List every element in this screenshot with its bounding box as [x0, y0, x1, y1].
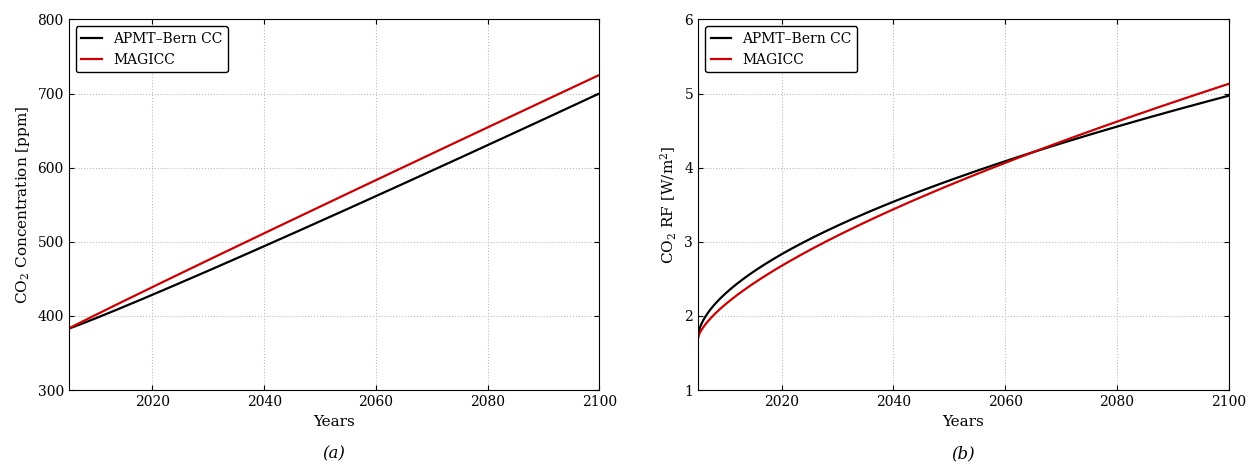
X-axis label: Years: Years	[312, 415, 355, 428]
Legend: APMT–Bern CC, MAGICC: APMT–Bern CC, MAGICC	[76, 26, 228, 72]
MAGICC	[592, 72, 607, 78]
APMT–Bern CC	[578, 97, 593, 102]
APMT–Bern CC	[942, 178, 958, 183]
Text: (b): (b)	[951, 446, 975, 463]
APMT–Bern CC	[1125, 119, 1140, 125]
Y-axis label: CO$_2$ RF [W/m$^2$]: CO$_2$ RF [W/m$^2$]	[659, 146, 679, 264]
APMT–Bern CC	[62, 326, 77, 331]
APMT–Bern CC	[1007, 156, 1022, 161]
APMT–Bern CC	[316, 217, 331, 222]
MAGICC	[1125, 113, 1140, 119]
APMT–Bern CC	[978, 165, 993, 171]
Line: APMT–Bern CC: APMT–Bern CC	[69, 94, 600, 328]
APMT–Bern CC	[312, 218, 328, 224]
APMT–Bern CC	[1208, 96, 1223, 102]
MAGICC	[316, 202, 331, 208]
Line: MAGICC: MAGICC	[69, 75, 600, 328]
APMT–Bern CC	[496, 135, 512, 141]
Legend: APMT–Bern CC, MAGICC: APMT–Bern CC, MAGICC	[704, 26, 857, 72]
APMT–Bern CC	[945, 176, 960, 182]
MAGICC	[377, 173, 392, 179]
APMT–Bern CC	[1221, 93, 1236, 99]
MAGICC	[1007, 157, 1022, 162]
APMT–Bern CC	[592, 91, 607, 97]
APMT–Bern CC	[690, 334, 706, 339]
X-axis label: Years: Years	[942, 415, 984, 428]
APMT–Bern CC	[348, 202, 363, 208]
MAGICC	[496, 117, 512, 123]
MAGICC	[578, 78, 593, 84]
MAGICC	[942, 182, 958, 188]
Line: MAGICC: MAGICC	[698, 84, 1228, 338]
Text: (a): (a)	[323, 446, 345, 463]
Y-axis label: CO$_2$ Concentration [ppm]: CO$_2$ Concentration [ppm]	[14, 106, 32, 304]
MAGICC	[945, 181, 960, 187]
Line: APMT–Bern CC: APMT–Bern CC	[698, 96, 1228, 337]
MAGICC	[312, 203, 328, 209]
MAGICC	[978, 168, 993, 174]
MAGICC	[1208, 85, 1223, 91]
MAGICC	[1221, 81, 1236, 87]
APMT–Bern CC	[377, 189, 392, 195]
MAGICC	[690, 336, 706, 341]
MAGICC	[62, 326, 77, 331]
MAGICC	[348, 187, 363, 192]
